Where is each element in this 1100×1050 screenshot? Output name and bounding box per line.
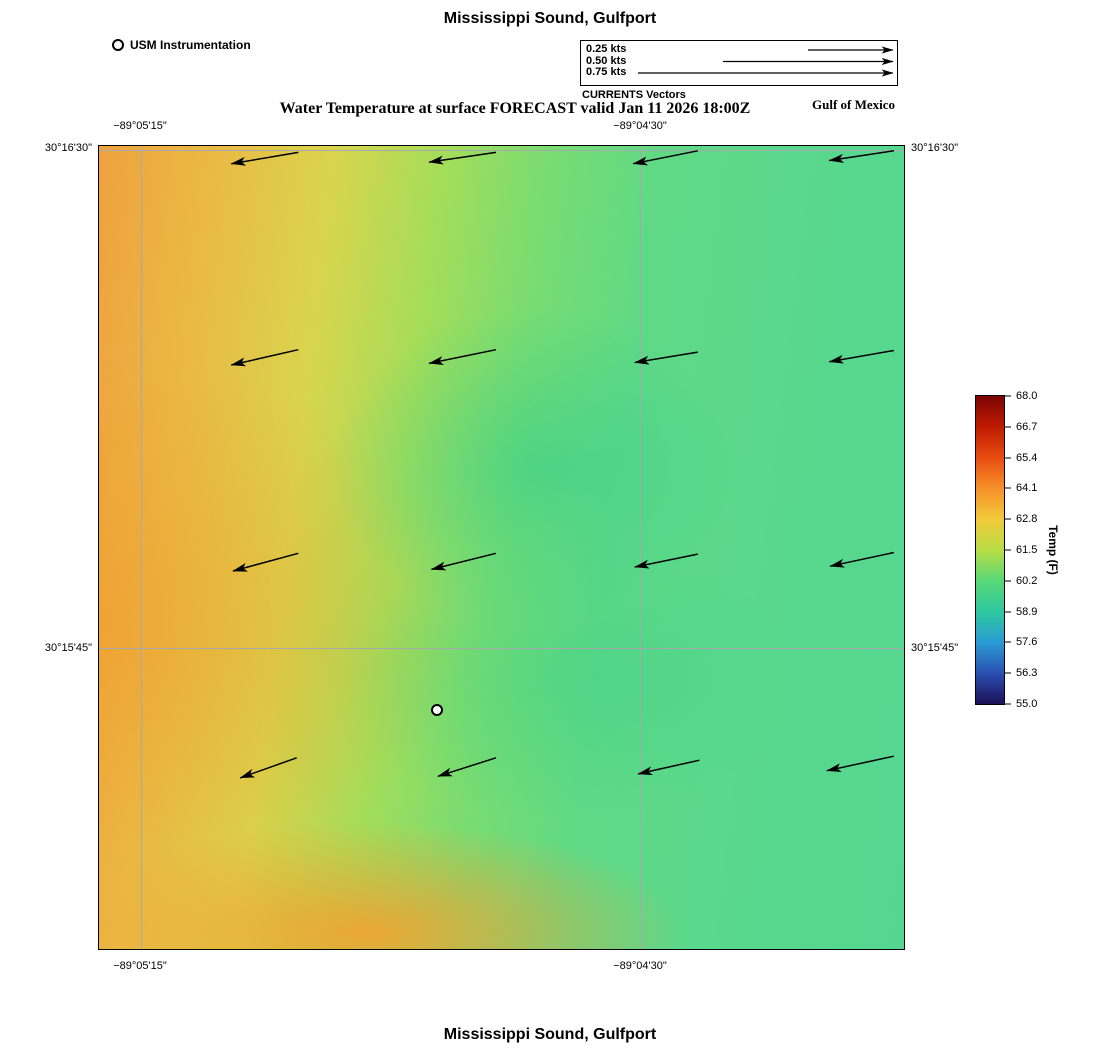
current-vector-arrow bbox=[230, 348, 299, 367]
colorbar-tick bbox=[1005, 703, 1011, 705]
station-circle-icon bbox=[112, 39, 124, 51]
station-marker bbox=[431, 703, 444, 716]
gridline-lon-west bbox=[140, 146, 142, 949]
lat-tick-left-upper: 30°16'30" bbox=[44, 142, 92, 154]
colorbar-tick-label: 60.2 bbox=[1016, 574, 1038, 587]
colorbar-tick-label: 61.5 bbox=[1016, 544, 1038, 556]
lon-tick-top-left: −89°05'15" bbox=[113, 120, 167, 132]
temperature-field bbox=[99, 146, 904, 949]
current-vector-arrow bbox=[428, 348, 497, 365]
colorbar-tick-label: 62.8 bbox=[1016, 513, 1038, 526]
colorbar-ticks: 68.0 66.7 65.4 64.1 62.8 61.5 60.2 58.9 57.6 56.3… bbox=[976, 390, 1037, 710]
current-vector-arrow bbox=[430, 552, 497, 571]
current-vector-arrow bbox=[437, 757, 497, 778]
currents-legend-label: 0.75 kts bbox=[586, 66, 627, 78]
lon-tick-top-right: −89°04'30" bbox=[613, 120, 667, 132]
colorbar-tick bbox=[1005, 487, 1011, 489]
current-vector-arrow bbox=[637, 759, 700, 776]
usm-instrumentation-legend: USM Instrumentation bbox=[112, 38, 251, 52]
lon-tick-bottom-left: −89°05'15" bbox=[113, 960, 167, 972]
page-title: Mississippi Sound, Gulfport bbox=[443, 10, 657, 27]
current-vector-arrow bbox=[232, 552, 299, 572]
colorbar-tick-label: 68.0 bbox=[1016, 390, 1038, 402]
lat-tick-right-upper: 30°16'30" bbox=[911, 142, 959, 154]
colorbar-tick bbox=[1005, 580, 1011, 582]
colorbar-tick bbox=[1005, 426, 1011, 428]
bottom-title: Mississippi Sound, Gulfport bbox=[443, 1026, 657, 1043]
temperature-map bbox=[98, 145, 905, 950]
colorbar-tick-label: 66.7 bbox=[1016, 420, 1038, 433]
currents-legend-label: 0.50 kts bbox=[586, 54, 627, 67]
colorbar-tick-label: 65.4 bbox=[1016, 451, 1038, 464]
gridline-lon-east bbox=[639, 146, 641, 949]
current-vector-arrow bbox=[230, 151, 299, 166]
gulf-of-mexico-label: Gulf of Mexico bbox=[812, 97, 896, 112]
currents-legend-title: CURRENTS Vectors bbox=[582, 89, 686, 101]
current-vector-arrow bbox=[829, 551, 895, 568]
colorbar-tick-label: 56.3 bbox=[1016, 667, 1038, 680]
lon-tick-bottom-right: −89°04'30" bbox=[613, 960, 667, 972]
current-vector-arrow bbox=[826, 755, 895, 773]
current-vector-arrow bbox=[828, 349, 895, 364]
gridline-lat-north bbox=[99, 150, 904, 151]
current-vector-arrow bbox=[428, 151, 497, 165]
lat-tick-right-lower: 30°15'45" bbox=[911, 642, 959, 654]
colorbar-tick bbox=[1005, 395, 1011, 397]
colorbar-tick bbox=[1005, 518, 1011, 520]
colorbar-gradient bbox=[976, 396, 1004, 704]
forecast-subtitle: Water Temperature at surface FORECAST va… bbox=[279, 100, 751, 117]
current-vector-arrow bbox=[634, 351, 698, 365]
colorbar-tick-label: 58.9 bbox=[1016, 605, 1038, 618]
current-vector-arrow bbox=[632, 150, 698, 166]
usm-legend-label: USM Instrumentation bbox=[130, 38, 251, 52]
lat-tick-left-lower: 30°15'45" bbox=[44, 642, 92, 654]
current-vector-arrow bbox=[634, 553, 698, 569]
gridline-lat-south bbox=[99, 647, 904, 649]
colorbar-tick-label: 55.0 bbox=[1016, 698, 1038, 710]
colorbar-tick bbox=[1005, 672, 1011, 674]
colorbar-tick-label: 64.1 bbox=[1016, 482, 1038, 495]
colorbar: 68.0 66.7 65.4 64.1 62.8 61.5 60.2 58.9 57.6 56.3… bbox=[975, 390, 1037, 710]
colorbar-axis-label: Temp (F) bbox=[1046, 525, 1060, 575]
current-vectors-svg bbox=[230, 150, 895, 779]
colorbar-tick bbox=[1005, 641, 1011, 643]
colorbar-tick-label: 57.6 bbox=[1016, 636, 1038, 649]
current-vector-arrow bbox=[828, 150, 895, 163]
currents-legend-arrows-svg bbox=[638, 46, 894, 77]
colorbar-tick bbox=[1005, 611, 1011, 613]
current-vector-arrow bbox=[239, 757, 297, 779]
colorbar-tick bbox=[1005, 457, 1011, 459]
colorbar-tick bbox=[1005, 549, 1011, 551]
currents-legend-label: 0.25 kts bbox=[586, 43, 627, 55]
currents-legend-box: 0.25 kts 0.50 kts 0.75 kts bbox=[580, 40, 898, 86]
